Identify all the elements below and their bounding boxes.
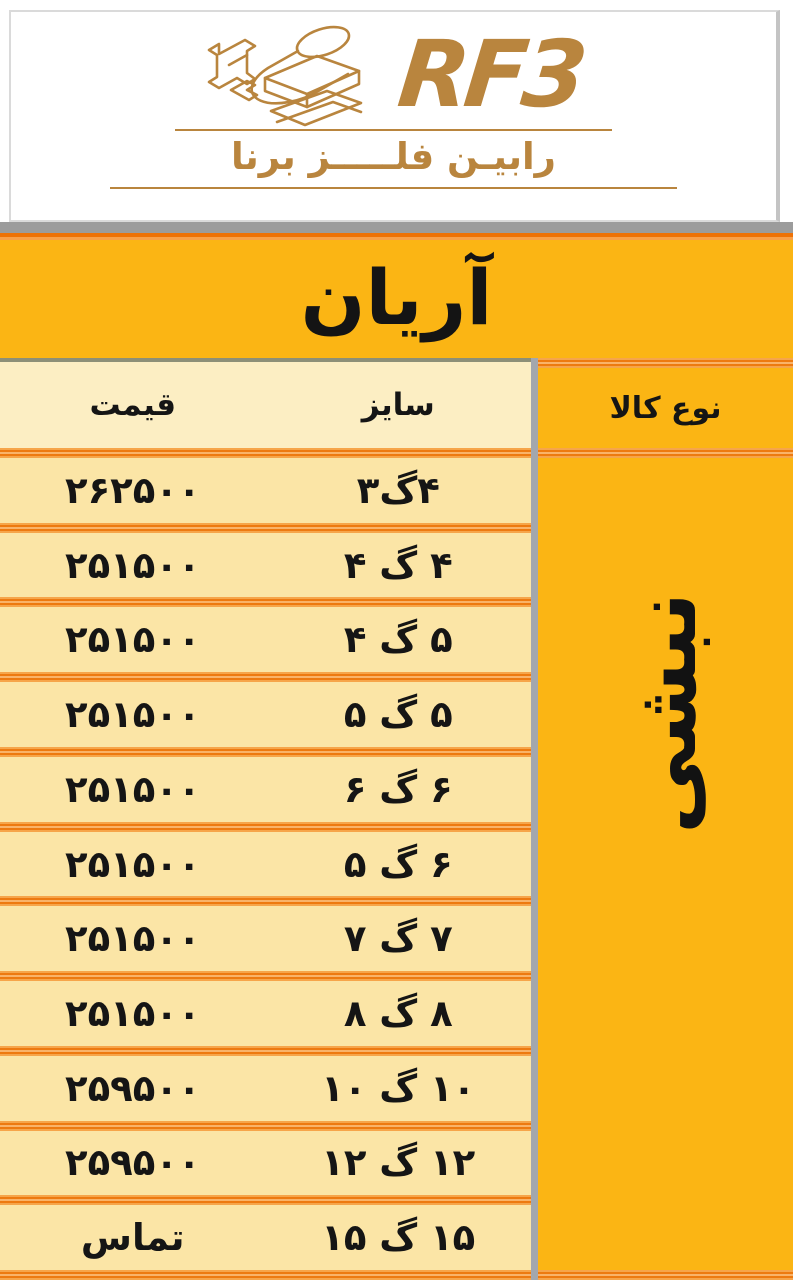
brand-name: رابیـن فلـــــز برنا xyxy=(231,135,556,178)
row-separator xyxy=(0,1195,531,1206)
brand-mark: RF3 xyxy=(393,20,588,128)
price-cell: ۲۵۹۵۰۰ xyxy=(65,1141,201,1185)
table-row: ۴ گ ۴ ۲۵۱۵۰۰ xyxy=(0,532,531,598)
product-type-header: نوع کالا xyxy=(538,368,793,448)
row-separator xyxy=(0,597,531,608)
page-title: آریان xyxy=(300,253,493,342)
row-separator xyxy=(538,1270,793,1280)
size-cell: ۶ گ ۵ xyxy=(343,842,453,886)
price-cell: ۲۵۱۵۰۰ xyxy=(65,543,201,587)
orange-strip xyxy=(0,233,793,240)
product-type-column: نوع کالا نبشی xyxy=(538,358,793,1280)
shadow-strip xyxy=(0,222,793,233)
price-cell: تماس xyxy=(80,1216,185,1260)
product-type-cell: نبشی xyxy=(538,458,793,1270)
size-cell: ۶ گ ۶ xyxy=(343,767,453,811)
table-row: ۶ گ ۵ ۲۵۱۵۰۰ xyxy=(0,831,531,897)
size-cell: ۴ گ ۴ xyxy=(343,543,453,587)
row-separator xyxy=(0,746,531,757)
table-row: ۴گ۳ ۲۶۲۵۰۰ xyxy=(0,458,531,523)
table-row: ۵ گ ۴ ۲۵۱۵۰۰ xyxy=(0,607,531,673)
table-header-row: سایز قیمت xyxy=(0,358,531,448)
price-cell: ۲۵۹۵۰۰ xyxy=(65,1066,201,1110)
product-type-label: نبشی xyxy=(615,592,716,834)
table-row: ۷ گ ۷ ۲۵۱۵۰۰ xyxy=(0,906,531,972)
size-cell: ۷ گ ۷ xyxy=(343,917,453,961)
row-separator xyxy=(0,1045,531,1056)
size-cell: ۵ گ ۵ xyxy=(343,693,453,737)
row-separator xyxy=(0,1120,531,1131)
steel-profiles-icon xyxy=(207,25,363,126)
gold-divider-top xyxy=(175,129,612,131)
price-size-columns: سایز قیمت ۴گ۳ ۲۶۲۵۰۰ ۴ گ ۴ ۲۵۱۵۰۰ ۵ گ ۴ … xyxy=(0,358,531,1280)
logo-section: RF3 رابیـن فلـــــز برنا xyxy=(0,0,793,222)
size-cell: ۵ گ ۴ xyxy=(343,618,453,662)
size-cell: ۱۰ گ ۱۰ xyxy=(321,1066,476,1110)
price-cell: ۲۵۱۵۰۰ xyxy=(65,618,201,662)
table-row: ۱۲ گ ۱۲ ۲۵۹۵۰۰ xyxy=(0,1130,531,1196)
logo-card: RF3 رابیـن فلـــــز برنا xyxy=(9,10,780,222)
price-cell: ۲۵۱۵۰۰ xyxy=(65,842,201,886)
price-header: قیمت xyxy=(89,387,177,423)
table-row: ۶ گ ۶ ۲۵۱۵۰۰ xyxy=(0,756,531,822)
row-separator xyxy=(0,1270,531,1280)
row-separator xyxy=(0,448,531,458)
row-separator xyxy=(0,896,531,907)
price-cell: ۲۵۱۵۰۰ xyxy=(65,917,201,961)
vertical-divider xyxy=(531,358,538,1280)
size-cell: ۴گ۳ xyxy=(356,468,440,512)
gold-divider-bottom xyxy=(110,187,677,189)
table-row: ۱۵ گ ۱۵ تماس xyxy=(0,1205,531,1271)
row-separator xyxy=(538,448,793,458)
size-cell: ۸ گ ۸ xyxy=(343,992,453,1035)
size-header: سایز xyxy=(361,387,435,423)
size-cell: ۱۵ گ ۱۵ xyxy=(321,1216,476,1260)
table-row: ۱۰ گ ۱۰ ۲۵۹۵۰۰ xyxy=(0,1055,531,1121)
row-separator xyxy=(0,971,531,982)
price-cell: ۲۵۱۵۰۰ xyxy=(65,693,201,737)
price-table: سایز قیمت ۴گ۳ ۲۶۲۵۰۰ ۴ گ ۴ ۲۵۱۵۰۰ ۵ گ ۴ … xyxy=(0,358,793,1280)
row-separator xyxy=(0,821,531,832)
rotated-label-wrap: نبشی xyxy=(538,592,793,834)
table-row: ۸ گ ۸ ۲۵۱۵۰۰ xyxy=(0,981,531,1046)
title-band: آریان xyxy=(0,240,793,358)
row-separator xyxy=(0,522,531,533)
size-cell: ۱۲ گ ۱۲ xyxy=(321,1141,476,1185)
table-row: ۵ گ ۵ ۲۵۱۵۰۰ xyxy=(0,682,531,747)
price-cell: ۲۶۲۵۰۰ xyxy=(65,468,201,512)
row-separator xyxy=(0,672,531,683)
row-separator xyxy=(538,358,793,368)
price-cell: ۲۵۱۵۰۰ xyxy=(65,992,201,1035)
logo-row: RF3 xyxy=(11,20,776,128)
price-cell: ۲۵۱۵۰۰ xyxy=(65,767,201,811)
